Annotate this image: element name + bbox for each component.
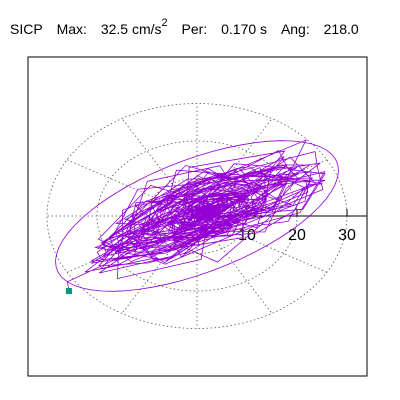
max-label: Max:: [56, 20, 87, 37]
radial-tick-label-20: 20: [288, 227, 306, 244]
max-value: 32.5 cm/s: [100, 20, 162, 37]
ang-value: 218.0: [323, 20, 359, 37]
max-exponent: 2: [161, 17, 168, 29]
peak-marker: [65, 288, 72, 295]
ang-label: Ang:: [280, 20, 310, 37]
particle-orbit: [55, 139, 339, 292]
orbit-trace: [55, 139, 339, 292]
peak-markers: [65, 288, 72, 295]
per-value: 0.170 s: [221, 20, 268, 37]
radial-tick-label-30: 30: [338, 227, 356, 244]
radial-axis: 10 20 30: [197, 209, 367, 244]
plot-header: SICP Max: 32.5 cm/s2 Per: 0.170 s Ang: 2…: [10, 16, 359, 38]
station-code: SICP: [10, 20, 43, 37]
per-label: Per:: [181, 20, 208, 37]
